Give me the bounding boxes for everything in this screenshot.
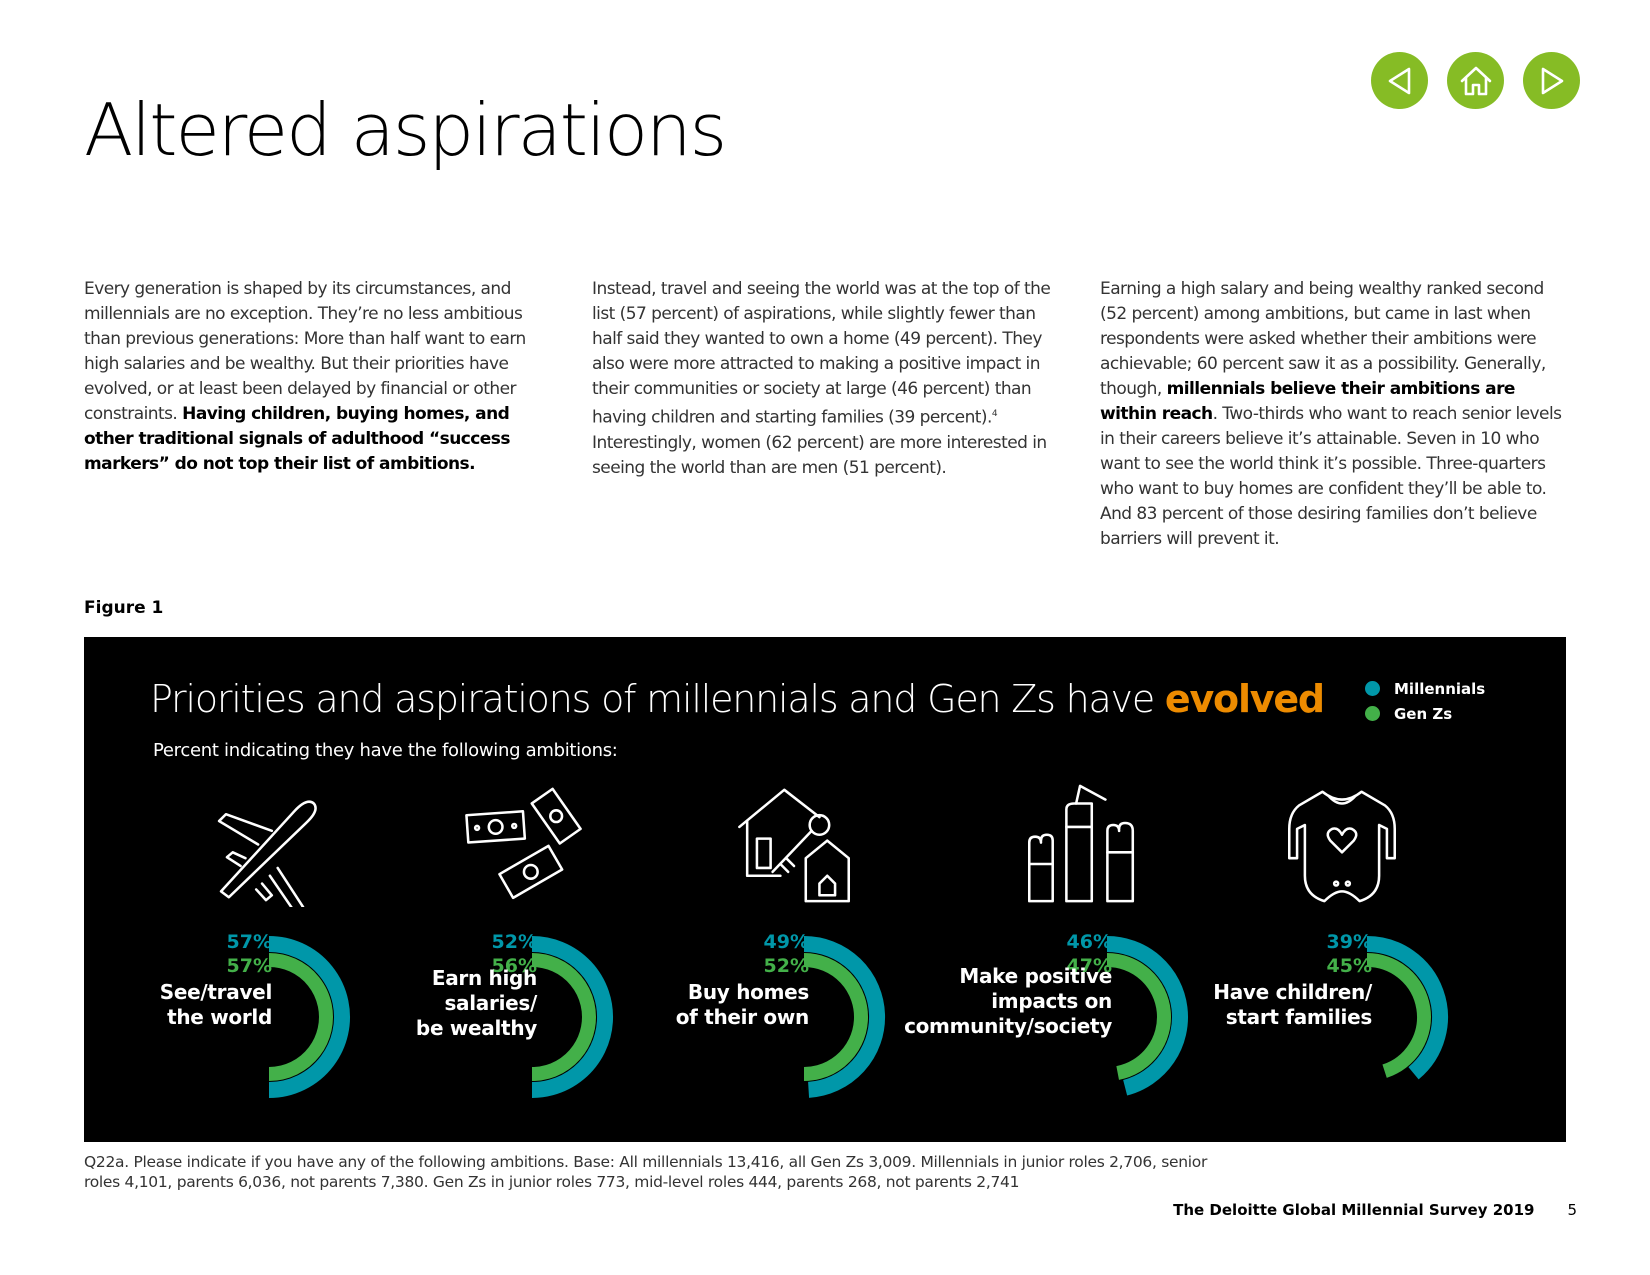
category-label-line: Earn high xyxy=(431,966,537,990)
page-navigation xyxy=(1371,52,1580,109)
category-label: Have children/start families xyxy=(1117,980,1372,1030)
category-label-line: Make positive xyxy=(959,964,1112,988)
ambition-item: 39% 45% Have children/start families xyxy=(84,782,1448,1132)
millennials-value-label: 49% xyxy=(763,931,809,953)
genz-value-label: 52% xyxy=(763,955,809,977)
genz-bar xyxy=(804,953,868,1081)
chart-title-accent: evolved xyxy=(1164,677,1325,721)
text-column-3: Earning a high salary and being wealthy … xyxy=(1100,277,1566,552)
millennials-bar xyxy=(532,936,613,1098)
chart-title-main: Priorities and aspirations of millennial… xyxy=(150,677,1165,721)
category-label-line: community/society xyxy=(904,1014,1112,1038)
survey-note: Q22a. Please indicate if you have any of… xyxy=(84,1153,1208,1191)
legend-item-millennials: Millennials xyxy=(1365,676,1485,701)
page-title: Altered aspirations xyxy=(84,88,727,172)
triangle-right-icon xyxy=(1541,67,1563,94)
baby-onesie-icon xyxy=(1277,782,1407,907)
category-label-line: See/travel xyxy=(159,980,273,1004)
category-label-line: salaries/ xyxy=(444,991,537,1015)
millennials-swatch xyxy=(1365,681,1380,696)
ambition-items: 57% 57% See/travel the world 52% 56% Earn high… xyxy=(84,782,1566,1132)
page-footer: The Deloitte Global Millennial Survey 20… xyxy=(1173,1201,1577,1219)
figure-label: Figure 1 xyxy=(84,598,164,618)
percent-values: 49% 52% xyxy=(724,930,809,978)
ambition-item: 57% 57% See/travel the world xyxy=(84,782,354,1132)
radial-bars xyxy=(269,936,350,1098)
ambition-item: 46% 47% Make positive impacts on community/s… xyxy=(84,782,1188,1132)
category-label-line: Buy homes xyxy=(687,980,809,1004)
millennials-bar xyxy=(1367,936,1448,1080)
millennials-value-label: 46% xyxy=(1066,931,1112,953)
body-text: Every generation is shaped by its circum… xyxy=(84,277,1566,552)
radial-bars xyxy=(532,936,613,1098)
chart-legend: Millennials Gen Zs xyxy=(1365,676,1485,726)
category-label: Make positive impacts on community/society xyxy=(857,964,1112,1039)
column-3-text-a: Earning a high salary and being wealthy … xyxy=(1100,279,1546,399)
triangle-left-icon xyxy=(1388,67,1410,94)
house-key-icon xyxy=(731,782,861,907)
footer-title: The Deloitte Global Millennial Survey 20… xyxy=(1173,1201,1535,1219)
millennials-value-label: 52% xyxy=(491,931,537,953)
percent-values: 46% 47% xyxy=(1027,930,1112,978)
radial-bars xyxy=(1367,936,1448,1080)
percent-values: 39% 45% xyxy=(1287,930,1372,978)
column-1-text: Every generation is shaped by its circum… xyxy=(84,279,526,424)
millennials-value-label: 39% xyxy=(1326,931,1372,953)
column-3-text-b: . Two-thirds who want to reach senior le… xyxy=(1100,404,1562,549)
column-2-text-b: Interestingly, women (62 percent) are mo… xyxy=(592,432,1047,478)
home-button[interactable] xyxy=(1447,52,1504,109)
category-label-line: start families xyxy=(1225,1005,1373,1029)
genz-value-label: 57% xyxy=(226,955,272,977)
radial-bars xyxy=(1107,936,1188,1096)
genz-value-label: 45% xyxy=(1326,955,1372,977)
category-label-line: of their own xyxy=(675,1005,810,1029)
next-page-button[interactable] xyxy=(1523,52,1580,109)
category-label-line: impacts on xyxy=(991,989,1112,1013)
column-1-bold: Having children, buying homes, and other… xyxy=(84,404,510,474)
genz-bar xyxy=(269,953,333,1081)
percent-values: 57% 57% xyxy=(187,930,272,978)
millennials-bar xyxy=(1107,936,1188,1096)
ambition-item: 52% 56% Earn high salaries/be wealthy xyxy=(84,782,613,1132)
text-column-2: Instead, travel and seeing the world was… xyxy=(592,277,1058,552)
category-label-line: Have children/ xyxy=(1213,980,1372,1004)
radial-bars xyxy=(804,936,886,1098)
money-icon xyxy=(457,782,587,907)
legend-label-millennials: Millennials xyxy=(1394,679,1486,698)
column-3-bold: millennials believe their ambitions are … xyxy=(1100,379,1515,424)
genz-value-label: 56% xyxy=(491,955,537,977)
genz-bar xyxy=(532,953,596,1081)
legend-item-genz: Gen Zs xyxy=(1365,701,1485,726)
chart-title: Priorities and aspirations of millennial… xyxy=(150,677,1325,721)
category-label-line: be wealthy xyxy=(415,1016,537,1040)
genz-swatch xyxy=(1365,706,1380,721)
raised-fists-icon xyxy=(1017,782,1147,907)
footnote-marker: 4 xyxy=(991,409,998,419)
genz-value-label: 47% xyxy=(1066,955,1112,977)
ambition-item: 49% 52% Buy homes of their own xyxy=(84,782,886,1132)
category-label: See/travel the world xyxy=(17,980,273,1030)
legend-label-genz: Gen Zs xyxy=(1394,704,1453,723)
home-icon xyxy=(1460,66,1491,95)
column-2-text-a: Instead, travel and seeing the world was… xyxy=(592,279,1051,428)
genz-bar xyxy=(1367,953,1431,1078)
previous-page-button[interactable] xyxy=(1371,52,1428,109)
genz-bar xyxy=(1107,953,1171,1080)
millennials-value-label: 57% xyxy=(226,931,272,953)
category-label-line: the world xyxy=(167,1005,272,1029)
millennials-bar xyxy=(804,936,886,1098)
chart-subtitle: Percent indicating they have the followi… xyxy=(153,740,618,761)
millennials-bar xyxy=(269,936,350,1098)
percent-values: 52% 56% xyxy=(452,930,537,978)
figure-panel: Priorities and aspirations of millennial… xyxy=(84,637,1566,1142)
category-label: Earn high salaries/be wealthy xyxy=(282,966,537,1041)
category-label: Buy homes of their own xyxy=(554,980,810,1030)
text-column-1: Every generation is shaped by its circum… xyxy=(84,277,550,552)
page-number: 5 xyxy=(1567,1201,1577,1219)
